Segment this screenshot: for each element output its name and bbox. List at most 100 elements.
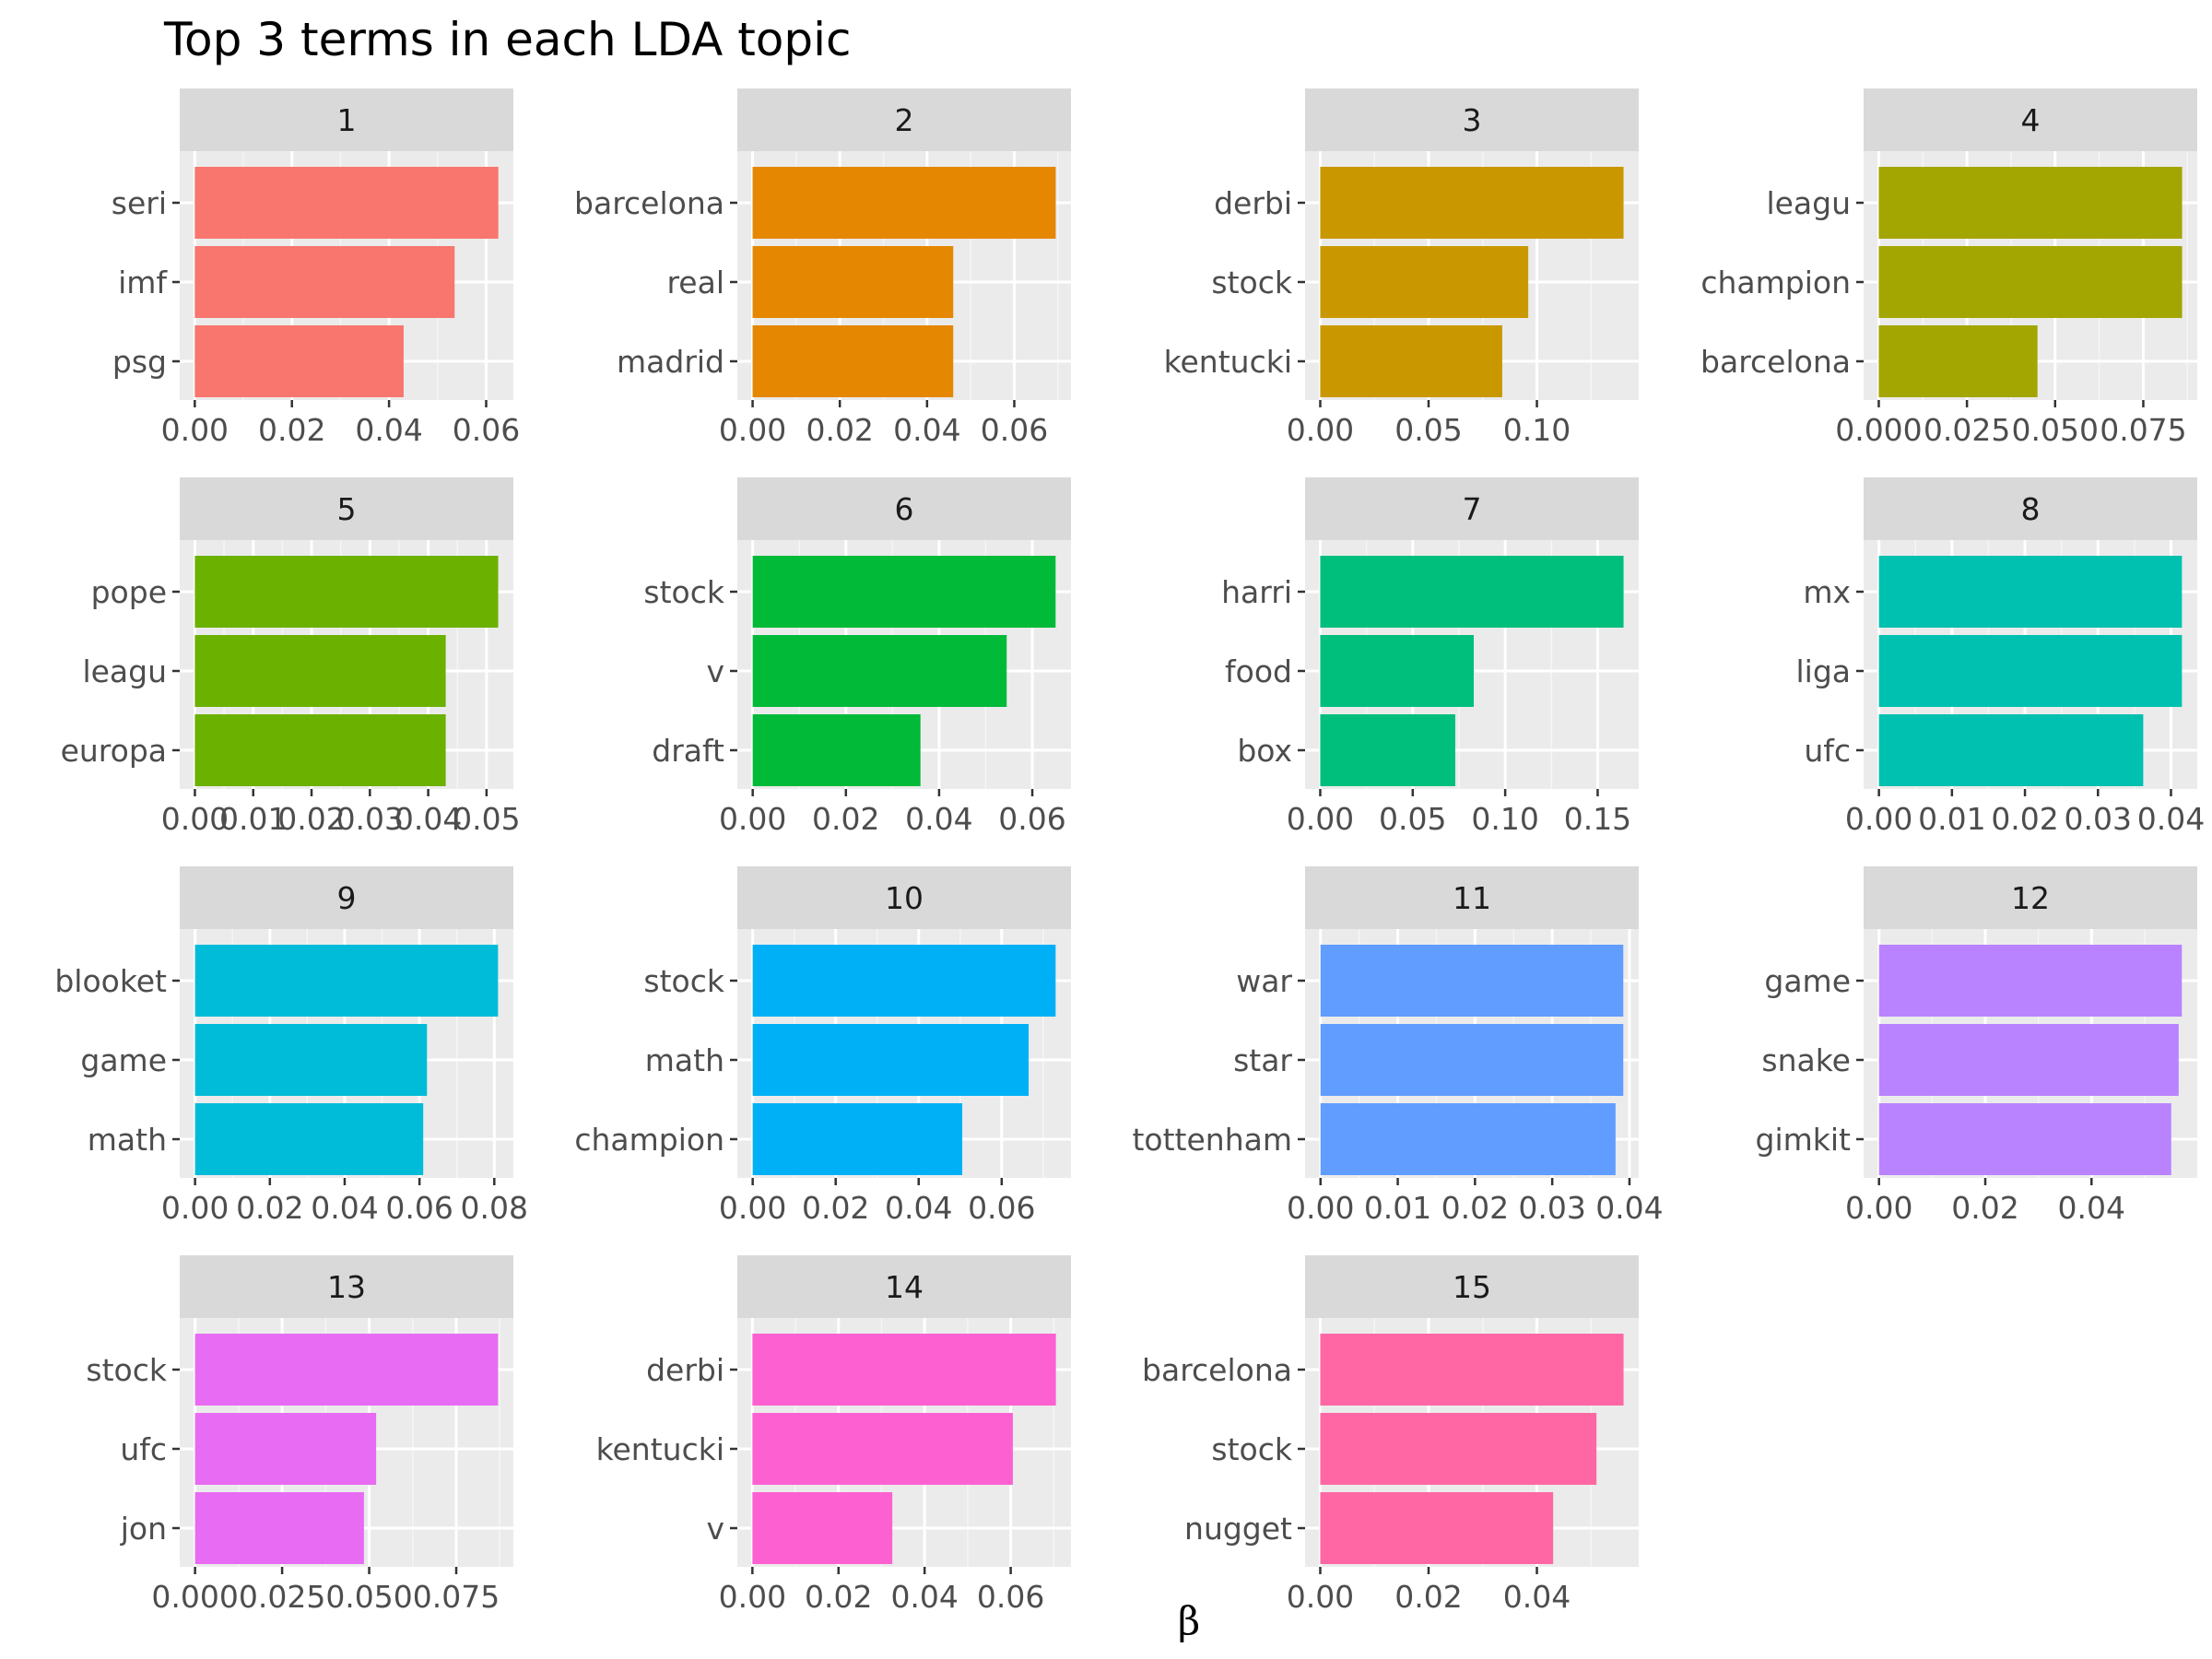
term-label: tottenham — [1132, 1122, 1292, 1158]
facet-strip-label: 2 — [895, 102, 914, 138]
facet-panel-4: 4 leagu champion barcelona 0.000 0.025 0.050 0.… — [1700, 88, 2197, 448]
bar-leagu — [194, 635, 446, 707]
term-label: stock — [643, 574, 724, 610]
facet-panel-15: 15 barcelona stock nugget 0.00 0.02 0.04 — [1142, 1255, 1639, 1615]
facet-strip-label: 9 — [337, 880, 357, 916]
facet-strip — [1864, 477, 2197, 540]
x-tick-label: 0.03 — [1518, 1190, 1585, 1226]
bar-math — [194, 1103, 424, 1175]
x-tick-label: 0.04 — [311, 1190, 378, 1226]
facet-strip-label: 15 — [1453, 1269, 1491, 1305]
bar-snake — [1878, 1024, 2179, 1096]
facet-panel-2: 2 barcelona real madrid 0.00 0.02 0.04 0.06 — [574, 88, 1071, 448]
x-tick-label: 0.02 — [1394, 1579, 1462, 1615]
x-tick-label: 0.00 — [1287, 412, 1354, 448]
term-label: leagu — [82, 653, 167, 689]
chart-title: Top 3 terms in each LDA topic — [163, 13, 852, 66]
x-tick-label: 0.02 — [258, 412, 325, 448]
bar-psg — [194, 325, 404, 397]
facet-strip — [1305, 477, 1639, 540]
bar-box — [1320, 714, 1455, 786]
facet-strip — [180, 88, 513, 151]
term-label: nugget — [1184, 1511, 1292, 1547]
facet-panel-3: 3 derbi stock kentucki 0.00 0.05 0.10 — [1164, 88, 1639, 448]
x-tick-label: 0.02 — [805, 1579, 872, 1615]
term-label: draft — [652, 733, 724, 769]
x-tick-label: 0.000 — [151, 1579, 238, 1615]
facet-panel-13: 13 stock ufc jon 0.000 0.025 0.050 0.075 — [86, 1255, 513, 1615]
term-label: kentucki — [596, 1431, 724, 1467]
term-label: gimkit — [1756, 1122, 1852, 1158]
bar-jon — [194, 1492, 364, 1564]
facet-strip-label: 7 — [1463, 491, 1482, 527]
bar-mx — [1878, 556, 2183, 628]
x-tick-label: 0.06 — [385, 1190, 453, 1226]
x-tick-label: 0.00 — [161, 801, 229, 837]
term-label: kentucki — [1164, 344, 1292, 380]
x-tick-label: 0.06 — [998, 801, 1065, 837]
facet-panel-8: 8 mx liga ufc 0.00 0.01 0.02 0.03 0.04 — [1795, 477, 2205, 837]
facet-panel-10: 10 stock math champion 0.00 0.02 0.04 0.06 — [574, 866, 1071, 1226]
term-label: star — [1233, 1042, 1292, 1078]
bar-stock — [1320, 246, 1529, 318]
bar-harri — [1320, 556, 1624, 628]
x-tick-label: 0.05 — [1379, 801, 1446, 837]
x-tick-label: 0.075 — [413, 1579, 500, 1615]
bar-math — [752, 1024, 1030, 1096]
facet-panel-5: 5 pope leagu europa 0.000.010.020.030.040.05 — [61, 477, 521, 837]
x-tick-label: 0.02 — [1441, 1190, 1509, 1226]
x-tick-label: 0.04 — [2137, 801, 2205, 837]
term-label: real — [666, 265, 724, 300]
x-tick-label: 0.01 — [1918, 801, 1985, 837]
facet-panel-9: 9 blooket game math 0.00 0.02 0.04 0.06 0.08 — [54, 866, 528, 1226]
facet-strip — [180, 866, 513, 929]
bar-stock — [752, 556, 1056, 628]
facet-panel-6: 6 stock v draft 0.00 0.02 0.04 0.06 — [643, 477, 1071, 837]
x-tick-label: 0.05 — [453, 801, 520, 837]
x-tick-label: 0.025 — [1924, 412, 2010, 448]
facet-strip — [1305, 866, 1639, 929]
bar-stock — [752, 945, 1056, 1017]
term-label: food — [1225, 653, 1292, 689]
facet-strip-label: 12 — [2011, 880, 2050, 916]
x-tick-label: 0.025 — [239, 1579, 325, 1615]
x-tick-label: 0.03 — [2065, 801, 2132, 837]
x-tick-label: 0.050 — [325, 1579, 412, 1615]
facet-strip-label: 6 — [895, 491, 914, 527]
x-tick-label: 0.02 — [277, 801, 345, 837]
term-label: harri — [1221, 574, 1292, 610]
bar-seri — [194, 167, 499, 239]
bar-derbi — [1320, 167, 1624, 239]
x-tick-label: 0.03 — [336, 801, 404, 837]
facet-strip-label: 4 — [2021, 102, 2041, 138]
x-tick-label: 0.00 — [1845, 1190, 1912, 1226]
bar-real — [752, 246, 954, 318]
term-label: blooket — [54, 963, 167, 999]
term-label: champion — [574, 1122, 724, 1158]
x-tick-label: 0.06 — [453, 412, 520, 448]
bar-nugget — [1320, 1492, 1554, 1564]
term-label: seri — [112, 185, 167, 221]
term-label: stock — [86, 1352, 167, 1388]
x-tick-label: 0.15 — [1564, 801, 1631, 837]
term-label: box — [1237, 733, 1292, 769]
bar-game — [194, 1024, 428, 1096]
facet-panel-7: 7 harri food box 0.00 0.05 0.10 0.15 — [1221, 477, 1639, 837]
bar-leagu — [1878, 167, 2183, 239]
facet-strip — [180, 477, 513, 540]
term-label: ufc — [120, 1431, 167, 1467]
facet-strip-label: 5 — [337, 491, 357, 527]
x-tick-label: 0.08 — [461, 1190, 528, 1226]
x-tick-label: 0.02 — [1991, 801, 2058, 837]
x-tick-label: 0.00 — [1287, 1190, 1354, 1226]
x-tick-label: 0.01 — [1364, 1190, 1431, 1226]
bar-star — [1320, 1024, 1624, 1096]
x-tick-label: 0.00 — [719, 412, 786, 448]
bar-v — [752, 635, 1007, 707]
term-label: madrid — [617, 344, 724, 380]
facet-strip-label: 14 — [885, 1269, 924, 1305]
facet-strip — [737, 866, 1071, 929]
facet-panel-14: 14 derbi kentucki v 0.00 0.02 0.04 0.06 — [596, 1255, 1071, 1615]
bar-v — [752, 1492, 893, 1564]
